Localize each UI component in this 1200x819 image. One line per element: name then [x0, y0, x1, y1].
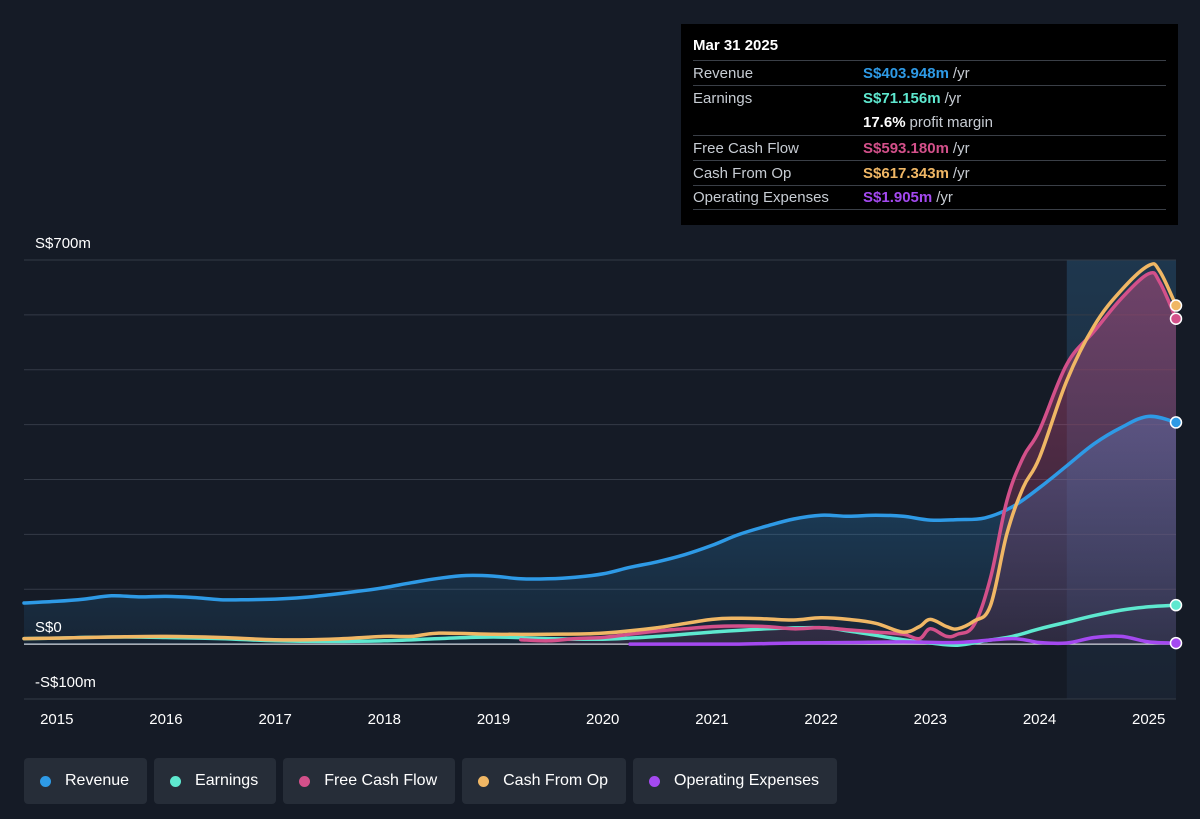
x-tick-label: 2016 [149, 711, 182, 728]
x-tick-label: 2018 [368, 711, 401, 728]
tooltip-label: Cash From Op [693, 164, 792, 182]
legend-item-operating-expenses[interactable]: Operating Expenses [633, 758, 838, 804]
y-axis-label: S$700m [35, 235, 91, 252]
fcf-dot-icon [299, 775, 311, 787]
opex-dot-icon [649, 775, 661, 787]
tooltip-row-cfo: Cash From Op S$617.343m /yr [693, 160, 1166, 185]
tooltip-label: Operating Expenses [693, 189, 829, 206]
legend-label: Cash From Op [503, 772, 609, 789]
tooltip-unit: /yr [952, 139, 970, 157]
legend-item-earnings[interactable]: Earnings [154, 758, 277, 804]
operating-expenses-line [628, 634, 1178, 646]
tooltip-label: Free Cash Flow [693, 139, 799, 157]
free-cash-flow-area [520, 272, 1176, 645]
tooltip-unit: /yr [944, 89, 962, 107]
free-cash-flow-line [519, 270, 1178, 643]
x-tick-label: 2020 [586, 711, 619, 728]
tooltip-unit: /yr [952, 164, 970, 182]
tooltip-row-opex: Operating Expenses S$1.905m /yr [693, 185, 1166, 210]
cash-from-op-line [22, 262, 1178, 642]
earnings-dot-icon [170, 775, 182, 787]
earnings-end-point [1169, 598, 1183, 612]
tooltip-value: S$71.156m [863, 89, 941, 107]
x-tick-label: 2023 [914, 711, 947, 728]
legend-label: Free Cash Flow [324, 772, 438, 789]
tooltip-row-earnings: Earnings S$71.156m /yr [693, 85, 1166, 110]
free-cash-flow-end-point [1169, 312, 1183, 325]
chart-legend: Revenue Earnings Free Cash Flow Cash Fro… [24, 758, 838, 804]
revenue-area [24, 416, 1176, 645]
tooltip-value: S$403.948m [863, 64, 949, 82]
tooltip-unit: /yr [952, 64, 970, 82]
tooltip-row-revenue: Revenue S$403.948m /yr [693, 60, 1166, 85]
revenue-dot-icon [40, 775, 51, 787]
x-tick-label: 2015 [40, 711, 73, 728]
tooltip-label: Revenue [693, 64, 754, 82]
tooltip-value: S$593.180m [863, 139, 949, 157]
tooltip-value: S$1.905m [863, 189, 933, 206]
tooltip-panel: Mar 31 2025 Revenue S$403.948m /yr Earni… [681, 24, 1178, 225]
legend-label: Revenue [65, 772, 130, 789]
legend-label: Earnings [195, 772, 259, 789]
tooltip-date: Mar 31 2025 [693, 37, 779, 54]
tooltip-unit: profit margin [909, 114, 993, 131]
operating-expenses-end-point [1169, 636, 1183, 650]
x-tick-label: 2022 [804, 711, 837, 728]
legend-label: Operating Expenses [674, 772, 820, 789]
legend-item-revenue[interactable]: Revenue [24, 758, 148, 804]
x-tick-label: 2025 [1132, 711, 1165, 728]
y-axis-label: -S$100m [35, 674, 96, 691]
tooltip-row-fcf: Free Cash Flow S$593.180m /yr [693, 135, 1166, 160]
y-axis-label: S$0 [35, 619, 62, 636]
cash-from-op-end-point [1169, 299, 1183, 312]
cfo-dot-icon [478, 775, 490, 787]
x-tick-label: 2019 [477, 711, 510, 728]
tooltip-unit: /yr [936, 189, 953, 206]
legend-item-cash-from-op[interactable]: Cash From Op [462, 758, 627, 804]
revenue-line [22, 414, 1178, 605]
tooltip-value: S$617.343m [863, 164, 949, 182]
tooltip-row-margin: 17.6% profit margin [693, 110, 1166, 135]
revenue-end-point [1169, 416, 1183, 429]
x-tick-label: 2021 [695, 711, 728, 728]
tooltip-label: Earnings [693, 89, 753, 107]
legend-item-free-cash-flow[interactable]: Free Cash Flow [283, 758, 456, 804]
x-tick-label: 2024 [1023, 711, 1056, 728]
tooltip-value: 17.6% [863, 114, 906, 131]
x-tick-label: 2017 [258, 711, 291, 728]
